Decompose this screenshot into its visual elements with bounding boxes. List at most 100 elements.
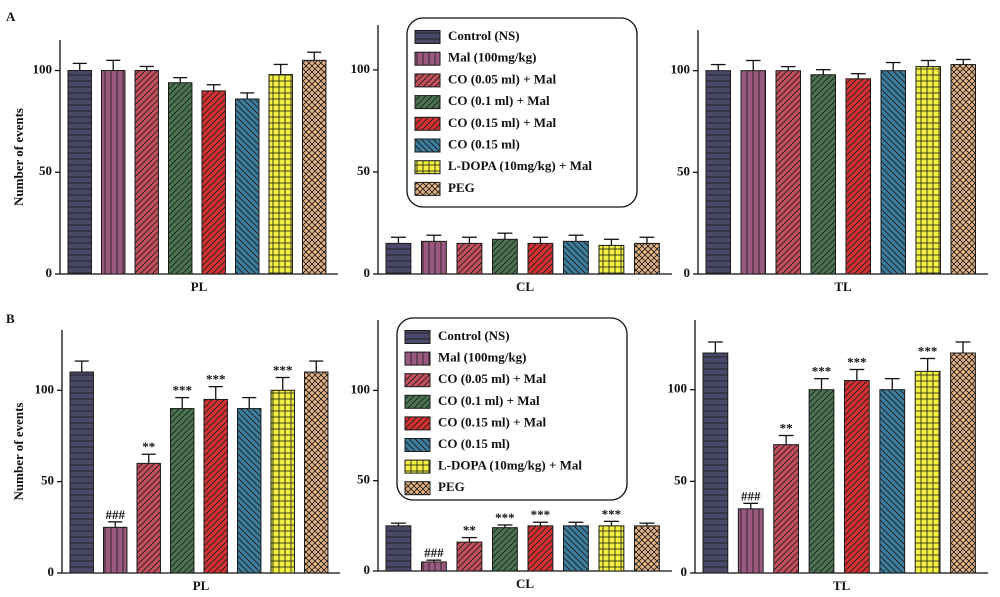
significance-label: *** — [206, 372, 226, 387]
legend-label: PEG — [438, 479, 465, 494]
legend-swatch — [404, 459, 431, 474]
legend-label: Mal (100mg/kg) — [448, 50, 536, 65]
significance-label: ### — [105, 507, 125, 522]
bar — [879, 389, 906, 574]
bar — [845, 78, 871, 275]
bar — [69, 371, 94, 574]
legend-label: CO (0.05 ml) + Mal — [448, 71, 557, 86]
y-axis-label: Number of events — [11, 108, 26, 206]
significance-label: ** — [142, 439, 155, 454]
bar — [67, 70, 92, 275]
legend-label: CO (0.15 ml) + Mal — [448, 115, 557, 130]
bar — [492, 238, 518, 275]
y-tick-label: 50 — [357, 163, 370, 178]
bar — [235, 98, 260, 275]
legend-swatch — [414, 30, 441, 44]
bar — [168, 82, 193, 275]
significance-label: *** — [812, 364, 832, 379]
legend-swatch — [404, 373, 431, 388]
legend-swatch — [404, 330, 431, 344]
significance-label: ** — [780, 420, 793, 435]
legend-swatch — [404, 481, 431, 496]
legend-label: L-DOPA (10mg/kg) + Mal — [438, 458, 582, 473]
legend-swatch — [404, 438, 431, 452]
bar — [385, 242, 412, 275]
y-tick-label: 50 — [39, 163, 52, 178]
bar — [268, 74, 293, 275]
bar — [270, 389, 295, 574]
y-tick-label: 100 — [33, 62, 53, 77]
x-category-label: TL — [834, 279, 852, 294]
legend-label: CO (0.15 ml) — [438, 436, 510, 451]
significance-label: ### — [424, 545, 444, 560]
bar — [134, 70, 159, 275]
y-tick-label: 50 — [674, 472, 687, 487]
bar — [808, 389, 835, 574]
x-category-label: CL — [516, 576, 534, 591]
bar — [385, 525, 412, 572]
y-tick-label: 100 — [671, 62, 691, 77]
legend-swatch — [414, 116, 441, 131]
bar — [740, 70, 766, 275]
bar — [737, 508, 764, 574]
bar — [304, 371, 329, 574]
bar — [773, 444, 800, 574]
significance-label: *** — [531, 507, 551, 522]
legend-swatch — [404, 416, 431, 431]
y-tick-label: 50 — [357, 472, 370, 487]
significance-label: *** — [847, 354, 867, 369]
bar — [705, 70, 731, 275]
bar — [634, 242, 660, 275]
bar — [527, 242, 554, 275]
bar — [492, 527, 518, 572]
bar — [456, 242, 483, 275]
legend-label: CO (0.15 ml) — [448, 136, 520, 151]
y-tick-label: 100 — [351, 61, 371, 76]
bar — [170, 408, 195, 574]
bar — [810, 74, 836, 275]
legend-swatch — [414, 73, 441, 88]
panel-label: A — [6, 9, 16, 24]
bar — [103, 526, 128, 574]
significance-label: *** — [918, 343, 938, 358]
y-tick-label: 50 — [677, 163, 690, 178]
bar — [702, 352, 729, 574]
bar — [950, 352, 976, 574]
legend-label: PEG — [448, 180, 475, 195]
bar — [634, 525, 660, 572]
y-tick-label: 0 — [364, 265, 371, 280]
significance-label: *** — [273, 362, 293, 377]
legend-box — [406, 17, 638, 208]
x-category-label: PL — [191, 279, 208, 294]
bar — [527, 525, 554, 572]
x-category-label: CL — [516, 279, 534, 294]
legend-label: Mal (100mg/kg) — [438, 350, 526, 365]
bar — [136, 462, 161, 574]
y-tick-label: 100 — [35, 381, 55, 396]
legend-box — [396, 317, 628, 501]
y-tick-label: 100 — [668, 381, 688, 396]
legend-label: CO (0.05 ml) + Mal — [438, 371, 547, 386]
y-axis-label: Number of events — [11, 403, 26, 501]
legend-swatch — [414, 95, 441, 110]
panel-label: B — [6, 311, 15, 326]
legend-label: CO (0.15 ml) + Mal — [438, 414, 547, 429]
legend-label: CO (0.1 ml) + Mal — [448, 93, 550, 108]
y-tick-label: 0 — [48, 564, 55, 579]
legend-label: Control (NS) — [438, 328, 510, 343]
bar — [101, 70, 126, 275]
bar — [237, 408, 262, 574]
bar — [302, 59, 327, 275]
y-tick-label: 100 — [351, 381, 371, 396]
bar — [880, 70, 906, 275]
bar — [421, 240, 447, 275]
legend-swatch — [414, 51, 441, 66]
bar — [950, 64, 976, 275]
y-tick-label: 0 — [684, 265, 691, 280]
bar — [203, 398, 228, 574]
bar — [914, 370, 941, 574]
y-tick-label: 0 — [681, 564, 688, 579]
bar — [563, 525, 589, 572]
significance-label: *** — [172, 383, 192, 398]
y-tick-label: 0 — [46, 265, 53, 280]
